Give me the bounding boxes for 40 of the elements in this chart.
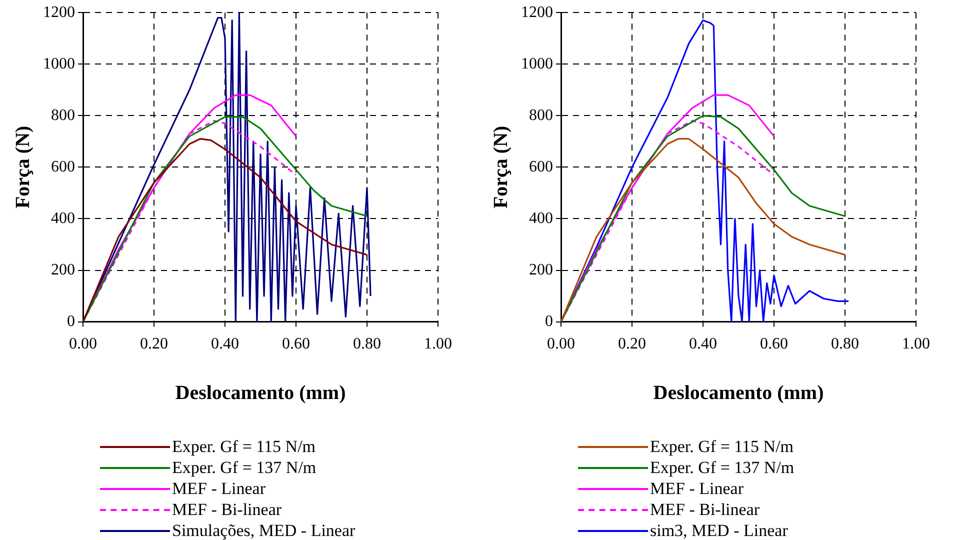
x-tick-label: 0.80 [831, 336, 859, 353]
legend-label: Exper. Gf = 137 N/m [172, 457, 316, 478]
y-tick-label: 1000 [43, 55, 75, 72]
y-tick-label: 1200 [521, 4, 553, 21]
legend-label: Exper. Gf = 115 N/m [172, 436, 316, 457]
x-tick-label: 0.00 [547, 336, 575, 353]
y-tick-label: 600 [51, 158, 75, 176]
x-tick-label: 0.40 [211, 336, 239, 353]
x-tick-label: 1.00 [424, 336, 452, 353]
x-tick-label: 0.00 [69, 336, 97, 353]
x-tick-label: 0.40 [689, 336, 717, 353]
y-tick-label: 200 [51, 261, 75, 278]
x-tick-label: 1.00 [902, 336, 930, 353]
legend-label: MEF - Linear [650, 478, 744, 499]
legend-label: Simulações, MED - Linear [172, 520, 356, 540]
x-axis-title: Deslocamento (mm) [175, 382, 346, 404]
y-axis-title: Força (N) [12, 126, 34, 209]
legend-label: sim3, MED - Linear [650, 520, 788, 540]
y-tick-label: 800 [51, 106, 75, 124]
x-tick-label: 0.20 [140, 336, 168, 353]
legend-label: MEF - Linear [172, 478, 266, 499]
y-tick-label: 200 [529, 261, 553, 278]
legend-label: MEF - Bi-linear [650, 499, 760, 520]
y-axis-title: Força (N) [490, 126, 512, 209]
x-axis-title: Deslocamento (mm) [653, 382, 824, 404]
x-tick-label: 0.60 [760, 336, 788, 353]
x-tick-label: 0.80 [353, 336, 381, 353]
y-tick-label: 400 [51, 210, 75, 227]
legend-label: Exper. Gf = 137 N/m [650, 457, 794, 478]
y-tick-label: 400 [529, 210, 553, 227]
y-tick-label: 1000 [521, 55, 553, 72]
legend-label: MEF - Bi-linear [172, 499, 282, 520]
y-tick-label: 800 [529, 106, 553, 124]
y-tick-label: 0 [545, 313, 553, 330]
y-tick-label: 0 [67, 313, 75, 330]
x-tick-label: 0.20 [618, 336, 646, 353]
x-tick-label: 0.60 [282, 336, 310, 353]
y-tick-label: 600 [529, 158, 553, 176]
legend-label: Exper. Gf = 115 N/m [650, 436, 794, 457]
y-tick-label: 1200 [43, 4, 75, 21]
